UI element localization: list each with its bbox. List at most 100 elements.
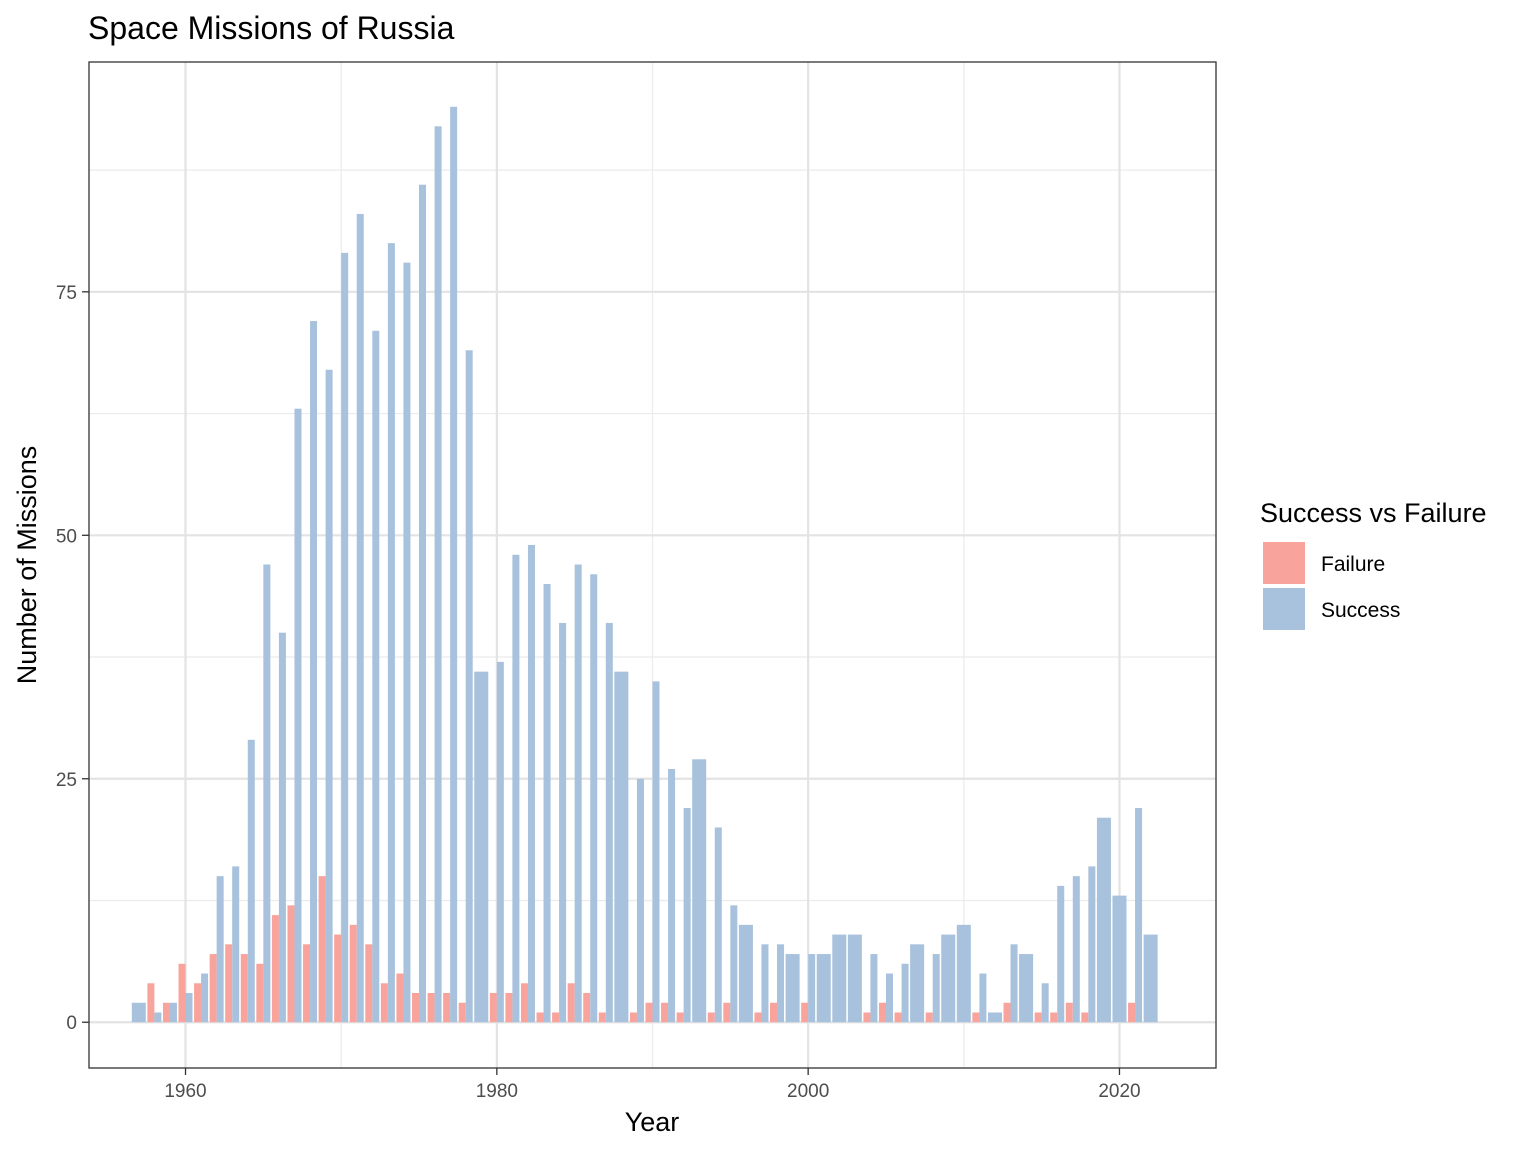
y-axis-title: Number of Missions — [12, 446, 42, 685]
success-bar — [590, 574, 598, 1023]
success-bar — [605, 622, 613, 1023]
success-bar — [683, 807, 691, 1023]
legend: Success vs Failure Failure Success — [1260, 498, 1487, 630]
failure-bar — [505, 993, 513, 1023]
failure-bar — [1050, 1012, 1058, 1023]
failure-bar — [754, 1012, 762, 1023]
y-tick-label: 75 — [56, 283, 77, 304]
success-bar — [325, 369, 333, 1023]
failure-bar — [1081, 1012, 1089, 1023]
chart-title: Space Missions of Russia — [88, 10, 455, 46]
success-bar — [910, 944, 925, 1023]
failure-bar — [552, 1012, 560, 1023]
failure-bar — [240, 954, 248, 1023]
failure-bar — [972, 1012, 980, 1023]
success-bar — [636, 778, 644, 1023]
success-bar — [932, 954, 940, 1023]
failure-bar — [225, 944, 233, 1023]
success-bar — [714, 827, 722, 1023]
success-bar — [692, 759, 707, 1023]
failure-bar — [396, 973, 404, 1023]
failure-bar — [443, 993, 451, 1023]
failure-bars — [147, 876, 1136, 1023]
y-axis: 0 25 50 75 — [56, 283, 89, 1034]
failure-bar — [645, 1002, 653, 1023]
success-bar — [403, 262, 411, 1023]
failure-bar — [520, 983, 528, 1023]
y-tick-label: 25 — [56, 770, 77, 791]
success-bar — [496, 661, 504, 1023]
failure-bar — [178, 963, 186, 1023]
x-tick-label: 2020 — [1098, 1081, 1140, 1102]
success-bar — [832, 934, 847, 1023]
success-bar — [668, 769, 676, 1023]
x-axis-title: Year — [625, 1107, 680, 1137]
success-bar — [527, 545, 535, 1023]
failure-bar — [661, 1002, 669, 1023]
success-bar — [154, 1012, 162, 1023]
success-bar — [232, 866, 240, 1023]
failure-bar — [770, 1002, 778, 1023]
x-tick-label: 1980 — [476, 1081, 518, 1102]
failure-bar — [707, 1012, 715, 1023]
success-bar — [885, 973, 893, 1023]
success-bar — [131, 1002, 146, 1023]
success-bar — [372, 330, 380, 1023]
failure-bar — [365, 944, 373, 1023]
x-tick-label: 1960 — [164, 1081, 206, 1102]
failure-bar — [303, 944, 311, 1023]
legend-swatch-success — [1263, 588, 1305, 630]
failure-bar — [583, 993, 591, 1023]
success-bar — [1072, 876, 1080, 1023]
success-bar — [870, 954, 878, 1023]
failure-bar — [925, 1012, 933, 1023]
success-bar — [1096, 817, 1111, 1023]
failure-bar — [194, 983, 202, 1023]
success-bar — [1057, 885, 1065, 1023]
failure-bar — [598, 1012, 606, 1023]
failure-bar — [271, 915, 279, 1023]
success-bar — [419, 184, 427, 1023]
success-bar — [278, 632, 286, 1023]
success-bar — [216, 876, 224, 1023]
failure-bar — [723, 1002, 731, 1023]
grid-minor — [89, 62, 1216, 1068]
success-bar — [450, 106, 458, 1023]
success-bar — [1088, 866, 1096, 1023]
failure-bar — [1065, 1002, 1073, 1023]
success-bar — [543, 583, 551, 1023]
success-bar — [1143, 934, 1158, 1023]
failure-bar — [287, 905, 295, 1023]
failure-bar — [458, 1002, 466, 1023]
failure-bar — [1003, 1002, 1011, 1023]
failure-bar — [1034, 1012, 1042, 1023]
failure-bar — [567, 983, 575, 1023]
success-bar — [169, 1002, 177, 1023]
success-bar — [761, 944, 769, 1023]
failure-bar — [878, 1002, 886, 1023]
success-bar — [777, 944, 785, 1023]
failure-bar — [801, 1002, 809, 1023]
success-bar — [730, 905, 738, 1023]
failure-bar — [162, 1002, 170, 1023]
failure-bar — [318, 876, 326, 1023]
success-bar — [387, 243, 395, 1023]
x-tick-label: 2000 — [787, 1081, 829, 1102]
success-bar — [341, 252, 349, 1023]
success-bar — [356, 213, 364, 1023]
success-bar — [512, 554, 520, 1023]
success-bar — [474, 671, 489, 1023]
success-bar — [808, 954, 816, 1023]
success-bar — [738, 924, 753, 1023]
success-bar — [901, 963, 909, 1023]
success-bar — [574, 564, 582, 1023]
success-bar — [310, 321, 318, 1023]
success-bar — [614, 671, 629, 1023]
success-bar — [987, 1012, 1002, 1023]
success-bar — [956, 924, 971, 1023]
failure-bar — [412, 993, 420, 1023]
success-bar — [1010, 944, 1018, 1023]
success-bar — [465, 350, 473, 1023]
success-bar — [1041, 983, 1049, 1023]
failure-bar — [894, 1012, 902, 1023]
